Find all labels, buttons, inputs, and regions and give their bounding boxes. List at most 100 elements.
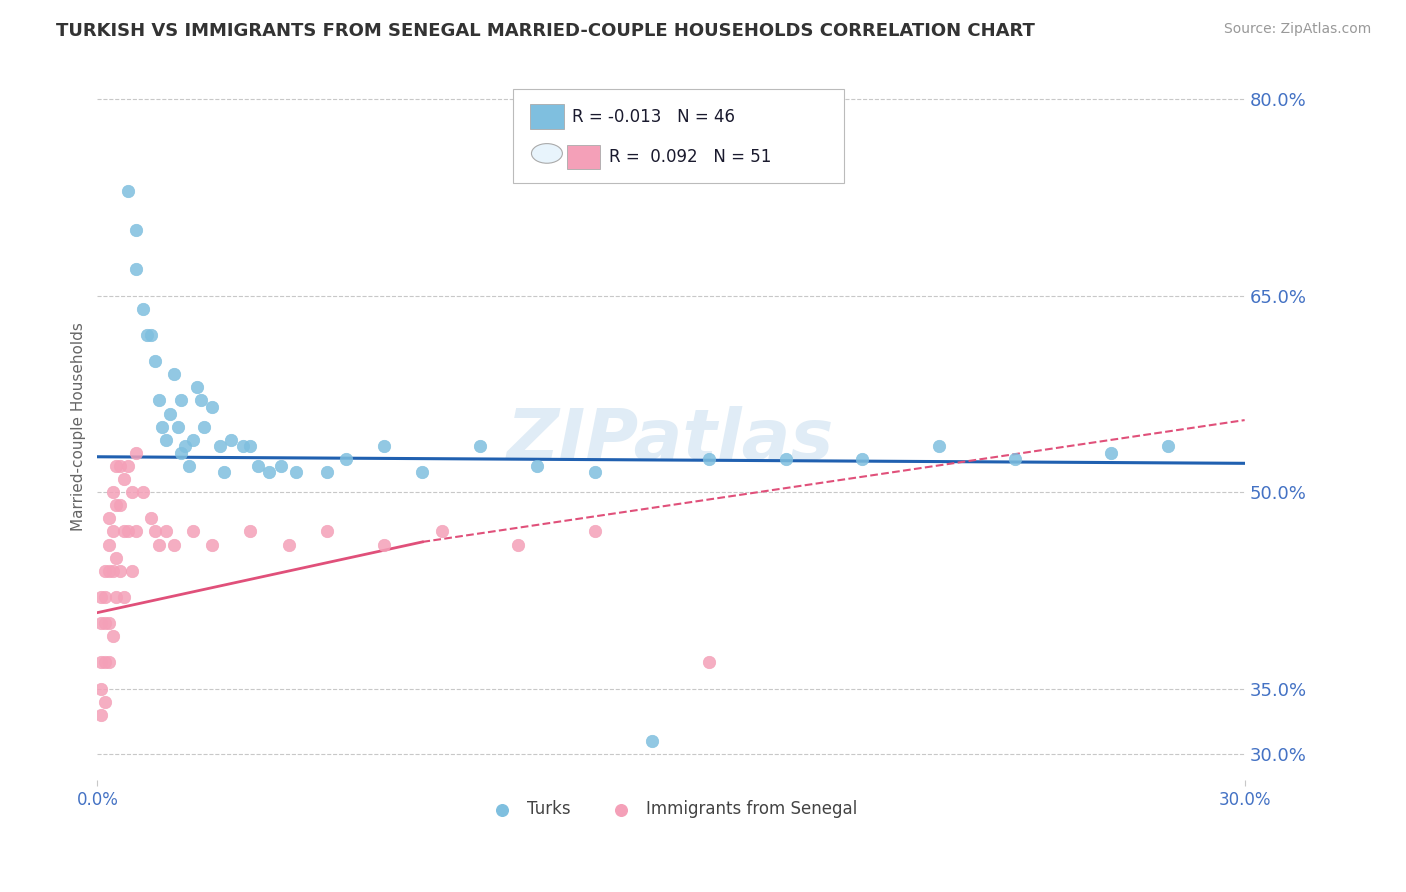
Point <box>101 485 124 500</box>
Point <box>143 524 166 539</box>
Point <box>193 419 215 434</box>
Point <box>373 439 395 453</box>
Point <box>121 564 143 578</box>
Point <box>315 524 337 539</box>
Point <box>155 433 177 447</box>
Point <box>285 466 308 480</box>
Point <box>641 734 664 748</box>
Point <box>148 537 170 551</box>
Point <box>170 393 193 408</box>
Point <box>101 524 124 539</box>
Point <box>97 616 120 631</box>
Point <box>121 485 143 500</box>
Point <box>124 524 146 539</box>
Point <box>112 524 135 539</box>
Point <box>190 393 212 408</box>
Point <box>97 656 120 670</box>
Point <box>90 681 112 696</box>
Y-axis label: Married-couple Households: Married-couple Households <box>72 322 86 531</box>
Point <box>166 419 188 434</box>
Point <box>110 498 132 512</box>
Point <box>775 452 797 467</box>
Point <box>201 400 224 414</box>
Point <box>155 524 177 539</box>
Point <box>583 466 606 480</box>
Point <box>186 380 208 394</box>
Point <box>259 466 281 480</box>
Point <box>170 446 193 460</box>
Point <box>90 590 112 604</box>
Point <box>179 458 201 473</box>
Point <box>148 393 170 408</box>
Point <box>117 524 139 539</box>
Point <box>94 656 117 670</box>
Point <box>1099 446 1122 460</box>
Point <box>94 695 117 709</box>
Point <box>181 433 204 447</box>
Text: Source: ZipAtlas.com: Source: ZipAtlas.com <box>1223 22 1371 37</box>
Point <box>117 458 139 473</box>
Point <box>174 439 197 453</box>
Point <box>506 537 529 551</box>
Point <box>90 656 112 670</box>
Point <box>851 452 873 467</box>
Point <box>159 407 181 421</box>
Point <box>112 590 135 604</box>
Point <box>101 629 124 643</box>
Point <box>1004 452 1026 467</box>
Point <box>201 537 224 551</box>
Point <box>232 439 254 453</box>
Point <box>132 485 155 500</box>
Point <box>697 452 720 467</box>
Point <box>139 511 162 525</box>
Point <box>97 511 120 525</box>
Text: R = -0.013   N = 46: R = -0.013 N = 46 <box>572 108 735 126</box>
Point <box>124 446 146 460</box>
Point <box>697 656 720 670</box>
Point <box>315 466 337 480</box>
Point <box>928 439 950 453</box>
Point <box>411 466 433 480</box>
Point <box>335 452 357 467</box>
Point <box>110 458 132 473</box>
Point <box>139 328 162 343</box>
Point <box>117 184 139 198</box>
Point <box>430 524 453 539</box>
Point <box>124 262 146 277</box>
Point <box>246 458 269 473</box>
Point <box>1157 439 1180 453</box>
Point <box>94 616 117 631</box>
Point <box>105 458 128 473</box>
Point <box>208 439 231 453</box>
Point <box>239 524 262 539</box>
Point <box>94 564 117 578</box>
Point <box>277 537 299 551</box>
Point <box>97 537 120 551</box>
Point <box>136 328 159 343</box>
Point <box>105 590 128 604</box>
Point <box>105 550 128 565</box>
Point <box>181 524 204 539</box>
Point <box>526 458 548 473</box>
Point <box>219 433 242 447</box>
Point <box>150 419 173 434</box>
Legend: Turks, Immigrants from Senegal: Turks, Immigrants from Senegal <box>478 794 863 825</box>
Point <box>239 439 262 453</box>
Point <box>163 368 186 382</box>
Point <box>270 458 292 473</box>
Text: TURKISH VS IMMIGRANTS FROM SENEGAL MARRIED-COUPLE HOUSEHOLDS CORRELATION CHART: TURKISH VS IMMIGRANTS FROM SENEGAL MARRI… <box>56 22 1035 40</box>
Point <box>112 472 135 486</box>
Text: ZIPatlas: ZIPatlas <box>508 406 835 475</box>
Point <box>212 466 235 480</box>
Point <box>90 616 112 631</box>
Point <box>373 537 395 551</box>
Point <box>110 564 132 578</box>
Point <box>94 590 117 604</box>
Point <box>124 223 146 237</box>
Point <box>101 564 124 578</box>
Point <box>468 439 491 453</box>
Point <box>105 498 128 512</box>
Point <box>90 707 112 722</box>
Point <box>583 524 606 539</box>
Point <box>143 354 166 368</box>
